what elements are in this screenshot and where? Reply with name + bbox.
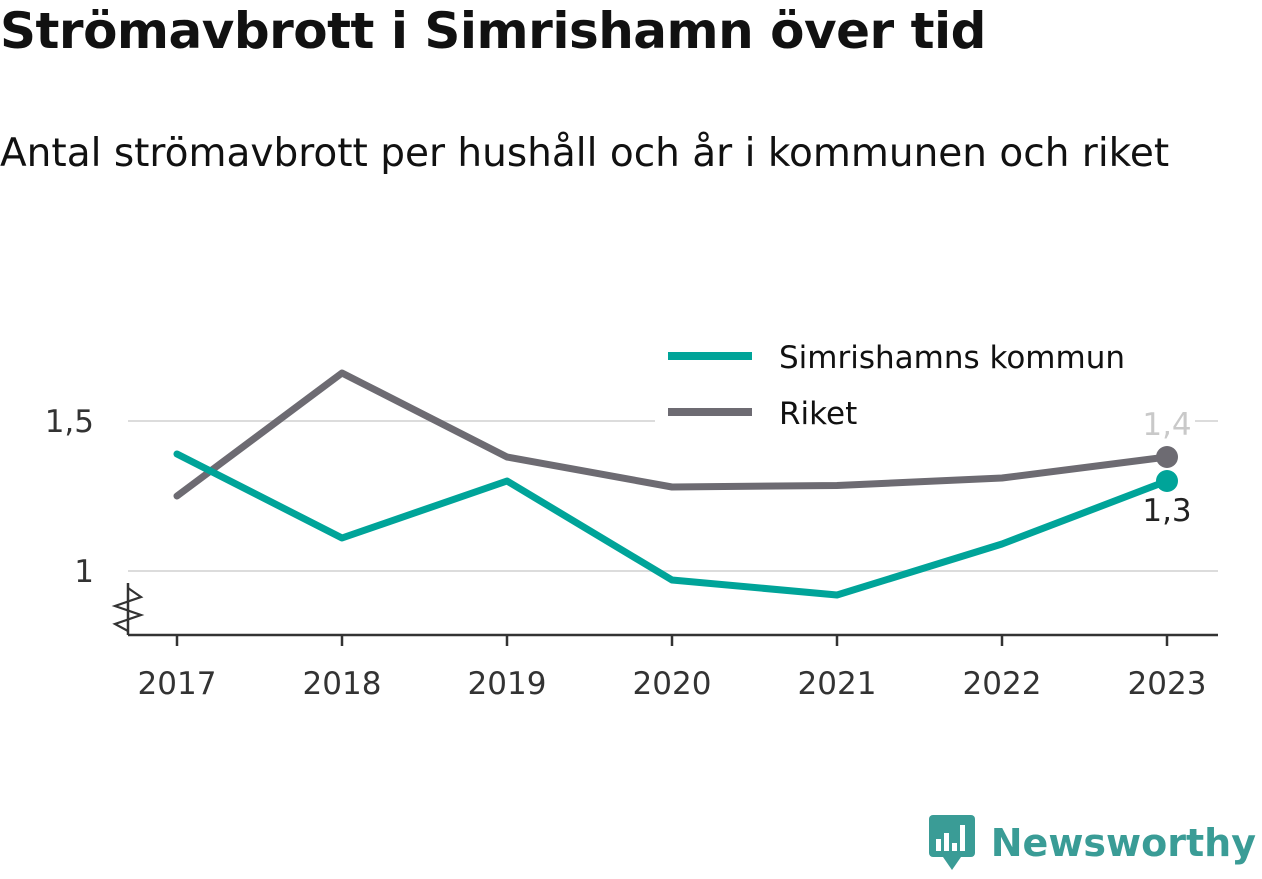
series-line-kommun <box>173 450 1171 599</box>
x-tick-label: 2020 <box>633 666 712 702</box>
x-axis <box>111 583 1218 637</box>
y-tick-label: 1,5 <box>45 404 94 440</box>
end-label-kommun: 1,3 <box>1142 493 1191 529</box>
chart-title: Strömavbrott i Simrishamn över tid <box>0 2 986 60</box>
brand: Newsworthy <box>927 813 1256 873</box>
legend-label-kommun: Simrishamns kommun <box>779 340 1125 376</box>
newsworthy-logo-icon <box>928 815 975 870</box>
x-tick-label: 2021 <box>798 666 877 702</box>
end-labels: 1,3 1,4 <box>1142 407 1191 529</box>
x-tick-label: 2022 <box>963 666 1042 702</box>
x-axis-ticks: 2017 2018 2019 2020 2021 2022 2023 <box>138 635 1207 702</box>
chart-subtitle: Antal strömavbrott per hushåll och år i … <box>0 131 1170 176</box>
legend-background <box>655 330 1195 440</box>
legend-label-riket: Riket <box>779 396 857 432</box>
y-axis-ticks: 11,5 <box>45 404 94 590</box>
end-point-kommun <box>1156 470 1178 492</box>
x-tick-label: 2023 <box>1128 666 1207 702</box>
series-line-riket <box>173 369 1171 500</box>
y-tick-label: 1 <box>74 554 94 590</box>
legend: Simrishamns kommun Riket <box>655 330 1195 440</box>
brand-name: Newsworthy <box>990 821 1256 865</box>
x-tick-label: 2018 <box>303 666 382 702</box>
end-point-riket <box>1156 446 1178 468</box>
grid-lines <box>128 420 1218 572</box>
x-tick-label: 2017 <box>138 666 217 702</box>
axis-break-icon <box>111 587 145 632</box>
series-lines <box>173 369 1178 599</box>
x-tick-label: 2019 <box>468 666 547 702</box>
end-label-riket: 1,4 <box>1142 407 1191 443</box>
